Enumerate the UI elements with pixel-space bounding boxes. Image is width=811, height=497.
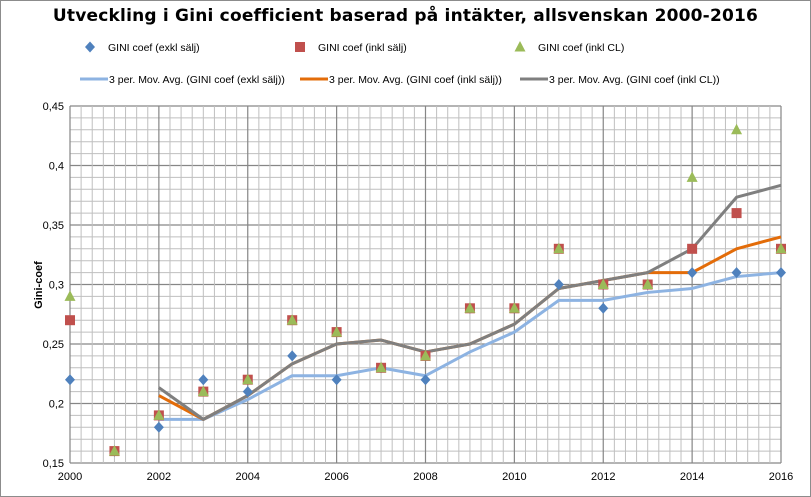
legend-label: 3 per. Mov. Avg. (GINI coef (exkl sälj)) — [109, 74, 285, 86]
x-tick-label: 2004 — [236, 471, 260, 483]
triangle-data-point — [64, 290, 76, 301]
diamond-data-point — [153, 421, 164, 433]
x-tick-label: 2010 — [502, 471, 526, 483]
legend-diamond-icon — [85, 41, 95, 53]
x-tick-label: 2006 — [324, 471, 348, 483]
triangle-data-point — [197, 385, 209, 397]
legend-label: 3 per. Mov. Avg. (GINI coef (inkl CL)) — [549, 74, 720, 86]
diamond-data-point — [287, 350, 298, 362]
triangle-data-point — [597, 278, 609, 289]
square-data-point — [687, 243, 698, 254]
axes: 0,15 0,2 0,25 0,3 0,35 0,4 0,45 2000 2002 2004 200… — [43, 101, 794, 483]
diamond-data-point — [731, 267, 742, 279]
diamond-data-point — [420, 374, 431, 386]
triangle-data-point — [286, 314, 298, 325]
moving-average-line — [158, 183, 782, 421]
triangle-data-point — [420, 349, 431, 361]
triangle-data-point — [375, 361, 387, 373]
y-tick-label: 0,45 — [43, 101, 64, 113]
legend-triangle-icon — [514, 41, 526, 52]
legend-square-icon — [295, 42, 305, 52]
chart-title: Utveckling i Gini coefficient baserad på… — [52, 6, 759, 26]
triangle-data-point — [553, 242, 565, 254]
x-tick-label: 2012 — [591, 471, 615, 483]
x-tick-label: 2016 — [769, 471, 793, 483]
legend-label: 3 per. Mov. Avg. (GINI coef (inkl sälj)) — [329, 74, 502, 86]
x-tick-label: 2008 — [413, 471, 437, 483]
y-tick-label: 0,15 — [43, 458, 64, 470]
legend-label: GINI coef (inkl CL) — [538, 42, 624, 54]
gridlines — [69, 105, 782, 464]
data-markers — [64, 123, 787, 457]
legend: GINI coef (exkl sälj) GINI coef (inkl säl… — [80, 41, 720, 86]
diamond-data-point — [598, 302, 609, 314]
legend-label: GINI coef (exkl sälj) — [108, 42, 200, 54]
diamond-data-point — [65, 374, 75, 386]
triangle-data-point — [242, 373, 254, 385]
y-axis-label: Gini-coef — [33, 261, 45, 309]
triangle-data-point — [153, 409, 165, 420]
square-data-point — [65, 315, 75, 326]
triangle-data-point — [731, 123, 743, 135]
diamond-data-point — [242, 386, 253, 398]
diamond-data-point — [776, 267, 786, 279]
diamond-data-point — [687, 267, 698, 279]
legend-label: GINI coef (inkl sälj) — [318, 42, 407, 54]
diamond-data-point — [553, 279, 564, 290]
square-data-point — [731, 208, 742, 219]
x-tick-label: 2002 — [147, 471, 171, 483]
trendlines — [158, 183, 782, 421]
triangle-data-point — [508, 302, 520, 313]
y-tick-label: 0,3 — [49, 280, 64, 292]
y-tick-label: 0,4 — [49, 161, 64, 173]
y-tick-label: 0,2 — [49, 399, 64, 411]
triangle-data-point — [464, 302, 476, 313]
x-tick-label: 2014 — [680, 471, 704, 483]
diamond-data-point — [331, 374, 342, 386]
triangle-data-point — [775, 242, 787, 254]
y-tick-label: 0,25 — [43, 339, 64, 351]
y-tick-label: 0,35 — [43, 220, 64, 232]
triangle-data-point — [331, 326, 343, 337]
triangle-data-point — [686, 171, 698, 182]
triangle-data-point — [642, 278, 654, 289]
triangle-data-point — [108, 445, 120, 456]
diamond-data-point — [198, 374, 209, 386]
moving-average-line — [158, 271, 782, 421]
x-tick-label: 2000 — [58, 471, 82, 483]
